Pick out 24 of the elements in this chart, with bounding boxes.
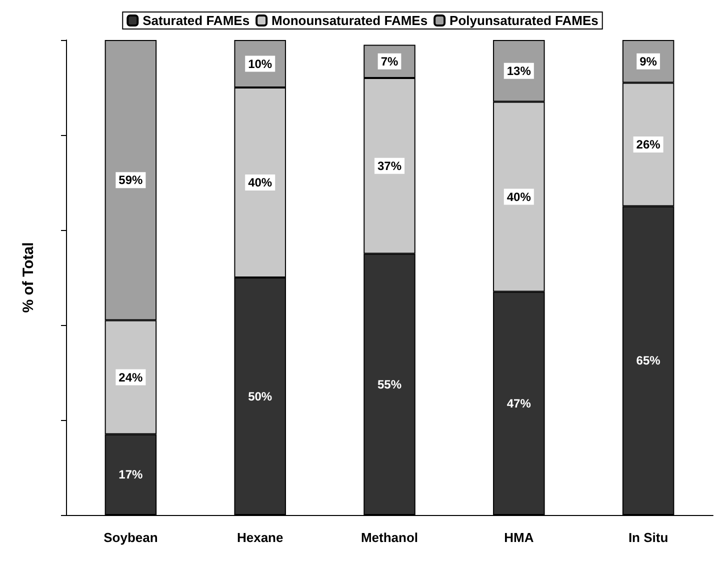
data-label: 13% (506, 64, 532, 78)
legend-label: Polyunsaturated FAMEs (450, 13, 598, 28)
data-label: 17% (118, 468, 144, 482)
x-tick-label: Soybean (104, 530, 158, 545)
x-tick-label: Methanol (360, 530, 418, 545)
data-label: 37% (377, 158, 402, 173)
data-label: 10% (248, 56, 272, 71)
data-label: 40% (506, 190, 532, 204)
data-label: 9% (640, 54, 658, 68)
data-label: 24% (118, 370, 144, 384)
data-label: 26% (636, 138, 661, 152)
data-label: 55% (377, 377, 402, 392)
x-tick-label: HMA (504, 530, 534, 545)
data-label: 59% (118, 173, 144, 188)
y-axis-title: % of Total (20, 242, 37, 313)
data-label: 50% (248, 389, 272, 404)
legend-label: Monounsaturated FAMEs (272, 13, 428, 28)
data-label: 47% (506, 396, 532, 410)
x-tick-label: In Situ (628, 530, 668, 545)
x-tick-label: Hexane (236, 530, 284, 545)
data-label: 7% (380, 54, 398, 68)
legend-label: Saturated FAMEs (142, 13, 250, 28)
data-label: 65% (636, 354, 661, 368)
data-label: 40% (248, 176, 272, 190)
